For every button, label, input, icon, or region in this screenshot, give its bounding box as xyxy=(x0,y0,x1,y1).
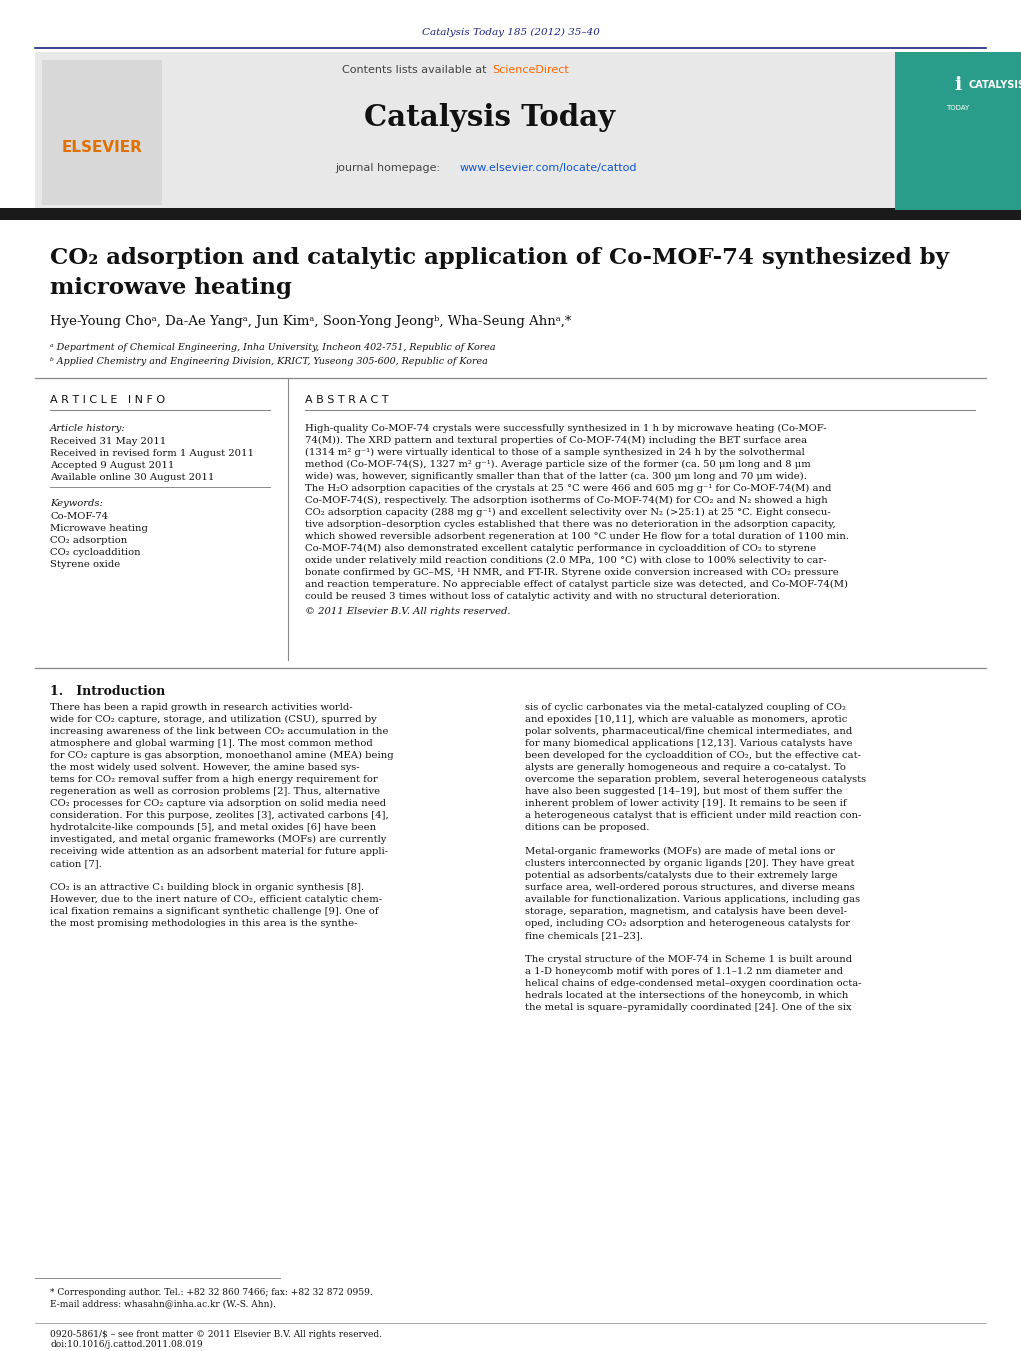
Text: Available online 30 August 2011: Available online 30 August 2011 xyxy=(50,473,214,482)
Text: investigated, and metal organic frameworks (MOFs) are currently: investigated, and metal organic framewor… xyxy=(50,835,386,844)
Text: could be reused 3 times without loss of catalytic activity and with no structura: could be reused 3 times without loss of … xyxy=(305,592,780,601)
Text: ELSEVIER: ELSEVIER xyxy=(61,141,143,155)
Text: wide) was, however, significantly smaller than that of the latter (ca. 300 μm lo: wide) was, however, significantly smalle… xyxy=(305,471,807,481)
Text: CO₂ cycloaddition: CO₂ cycloaddition xyxy=(50,549,141,557)
Text: However, due to the inert nature of CO₂, efficient catalytic chem-: However, due to the inert nature of CO₂,… xyxy=(50,894,382,904)
Text: 1.   Introduction: 1. Introduction xyxy=(50,685,165,698)
Text: storage, separation, magnetism, and catalysis have been devel-: storage, separation, magnetism, and cata… xyxy=(525,907,847,916)
Text: The H₂O adsorption capacities of the crystals at 25 °C were 466 and 605 mg g⁻¹ f: The H₂O adsorption capacities of the cry… xyxy=(305,484,831,493)
Text: journal homepage:: journal homepage: xyxy=(335,163,444,173)
Text: A R T I C L E   I N F O: A R T I C L E I N F O xyxy=(50,394,165,405)
Text: method (Co-MOF-74(S), 1327 m² g⁻¹). Average particle size of the former (ca. 50 : method (Co-MOF-74(S), 1327 m² g⁻¹). Aver… xyxy=(305,459,811,469)
Text: hedrals located at the intersections of the honeycomb, in which: hedrals located at the intersections of … xyxy=(525,992,848,1000)
Text: CATALYSIS: CATALYSIS xyxy=(968,80,1021,91)
FancyBboxPatch shape xyxy=(0,208,1021,220)
Text: The crystal structure of the MOF-74 in Scheme 1 is built around: The crystal structure of the MOF-74 in S… xyxy=(525,955,853,965)
Text: Catalysis Today: Catalysis Today xyxy=(364,104,616,132)
Text: polar solvents, pharmaceutical/fine chemical intermediates, and: polar solvents, pharmaceutical/fine chem… xyxy=(525,727,853,736)
Text: hydrotalcite-like compounds [5], and metal oxides [6] have been: hydrotalcite-like compounds [5], and met… xyxy=(50,823,376,832)
Text: TODAY: TODAY xyxy=(946,105,970,111)
Text: E-mail address: whasahn@inha.ac.kr (W.-S. Ahn).: E-mail address: whasahn@inha.ac.kr (W.-S… xyxy=(50,1300,276,1308)
Text: Co-MOF-74(S), respectively. The adsorption isotherms of Co-MOF-74(M) for CO₂ and: Co-MOF-74(S), respectively. The adsorpti… xyxy=(305,496,828,505)
Text: Received in revised form 1 August 2011: Received in revised form 1 August 2011 xyxy=(50,449,254,458)
Text: ᵇ Applied Chemistry and Engineering Division, KRICT, Yuseong 305-600, Republic o: ᵇ Applied Chemistry and Engineering Divi… xyxy=(50,357,488,366)
Text: CO₂ adsorption: CO₂ adsorption xyxy=(50,536,128,544)
Text: a heterogeneous catalyst that is efficient under mild reaction con-: a heterogeneous catalyst that is efficie… xyxy=(525,811,862,820)
Text: ditions can be proposed.: ditions can be proposed. xyxy=(525,823,649,832)
Text: have also been suggested [14–19], but most of them suffer the: have also been suggested [14–19], but mo… xyxy=(525,788,842,796)
Text: increasing awareness of the link between CO₂ accumulation in the: increasing awareness of the link between… xyxy=(50,727,389,736)
Text: potential as adsorbents/catalysts due to their extremely large: potential as adsorbents/catalysts due to… xyxy=(525,871,837,880)
Text: surface area, well-ordered porous structures, and diverse means: surface area, well-ordered porous struct… xyxy=(525,884,855,892)
Text: tems for CO₂ removal suffer from a high energy requirement for: tems for CO₂ removal suffer from a high … xyxy=(50,775,378,784)
Text: Co-MOF-74(M) also demonstrated excellent catalytic performance in cycloaddition : Co-MOF-74(M) also demonstrated excellent… xyxy=(305,544,816,553)
Text: the most widely used solvent. However, the amine based sys-: the most widely used solvent. However, t… xyxy=(50,763,359,771)
FancyBboxPatch shape xyxy=(35,51,895,209)
Text: atmosphere and global warming [1]. The most common method: atmosphere and global warming [1]. The m… xyxy=(50,739,373,748)
Text: doi:10.1016/j.cattod.2011.08.019: doi:10.1016/j.cattod.2011.08.019 xyxy=(50,1340,202,1350)
Text: Article history:: Article history: xyxy=(50,424,126,434)
Text: Metal-organic frameworks (MOFs) are made of metal ions or: Metal-organic frameworks (MOFs) are made… xyxy=(525,847,835,857)
Text: consideration. For this purpose, zeolites [3], activated carbons [4],: consideration. For this purpose, zeolite… xyxy=(50,811,389,820)
Text: Received 31 May 2011: Received 31 May 2011 xyxy=(50,436,166,446)
Text: the most promising methodologies in this area is the synthe-: the most promising methodologies in this… xyxy=(50,919,357,928)
FancyBboxPatch shape xyxy=(42,59,162,205)
Text: Contents lists available at: Contents lists available at xyxy=(342,65,490,76)
Text: cation [7].: cation [7]. xyxy=(50,859,102,867)
Text: High-quality Co-MOF-74 crystals were successfully synthesized in 1 h by microwav: High-quality Co-MOF-74 crystals were suc… xyxy=(305,424,827,434)
Text: Co-MOF-74: Co-MOF-74 xyxy=(50,512,108,521)
Text: Keywords:: Keywords: xyxy=(50,499,103,508)
Text: receiving wide attention as an adsorbent material for future appli-: receiving wide attention as an adsorbent… xyxy=(50,847,388,857)
Text: Hye-Young Choᵃ, Da-Ae Yangᵃ, Jun Kimᵃ, Soon-Yong Jeongᵇ, Wha-Seung Ahnᵃ,*: Hye-Young Choᵃ, Da-Ae Yangᵃ, Jun Kimᵃ, S… xyxy=(50,316,572,328)
Text: * Corresponding author. Tel.: +82 32 860 7466; fax: +82 32 872 0959.: * Corresponding author. Tel.: +82 32 860… xyxy=(50,1288,373,1297)
Text: which showed reversible adsorbent regeneration at 100 °C under He flow for a tot: which showed reversible adsorbent regene… xyxy=(305,532,849,540)
Text: CO₂ adsorption capacity (288 mg g⁻¹) and excellent selectivity over N₂ (>25:1) a: CO₂ adsorption capacity (288 mg g⁻¹) and… xyxy=(305,508,831,517)
Text: and reaction temperature. No appreciable effect of catalyst particle size was de: and reaction temperature. No appreciable… xyxy=(305,580,848,589)
Text: been developed for the cycloaddition of CO₂, but the effective cat-: been developed for the cycloaddition of … xyxy=(525,751,861,761)
Text: i: i xyxy=(955,76,962,95)
Text: for CO₂ capture is gas absorption, monoethanol amine (MEA) being: for CO₂ capture is gas absorption, monoe… xyxy=(50,751,394,761)
Text: Accepted 9 August 2011: Accepted 9 August 2011 xyxy=(50,461,175,470)
Text: © 2011 Elsevier B.V. All rights reserved.: © 2011 Elsevier B.V. All rights reserved… xyxy=(305,607,510,616)
Text: a 1-D honeycomb motif with pores of 1.1–1.2 nm diameter and: a 1-D honeycomb motif with pores of 1.1–… xyxy=(525,967,843,975)
Text: for many biomedical applications [12,13]. Various catalysts have: for many biomedical applications [12,13]… xyxy=(525,739,853,748)
Text: the metal is square–pyramidally coordinated [24]. One of the six: the metal is square–pyramidally coordina… xyxy=(525,1002,852,1012)
Text: oped, including CO₂ adsorption and heterogeneous catalysts for: oped, including CO₂ adsorption and heter… xyxy=(525,919,850,928)
Text: microwave heating: microwave heating xyxy=(50,277,292,299)
Text: Styrene oxide: Styrene oxide xyxy=(50,561,120,569)
Text: ical fixation remains a significant synthetic challenge [9]. One of: ical fixation remains a significant synt… xyxy=(50,907,379,916)
Text: A B S T R A C T: A B S T R A C T xyxy=(305,394,389,405)
Text: CO₂ adsorption and catalytic application of Co-MOF-74 synthesized by: CO₂ adsorption and catalytic application… xyxy=(50,247,949,269)
Text: tive adsorption–desorption cycles established that there was no deterioration in: tive adsorption–desorption cycles establ… xyxy=(305,520,836,530)
Text: inherent problem of lower activity [19]. It remains to be seen if: inherent problem of lower activity [19].… xyxy=(525,798,846,808)
Text: CO₂ is an attractive C₁ building block in organic synthesis [8].: CO₂ is an attractive C₁ building block i… xyxy=(50,884,364,892)
Text: Microwave heating: Microwave heating xyxy=(50,524,148,534)
Text: sis of cyclic carbonates via the metal-catalyzed coupling of CO₂: sis of cyclic carbonates via the metal-c… xyxy=(525,703,846,712)
Text: overcome the separation problem, several heterogeneous catalysts: overcome the separation problem, several… xyxy=(525,775,866,784)
Text: CO₂ processes for CO₂ capture via adsorption on solid media need: CO₂ processes for CO₂ capture via adsorp… xyxy=(50,798,386,808)
Text: clusters interconnected by organic ligands [20]. They have great: clusters interconnected by organic ligan… xyxy=(525,859,855,867)
Text: 74(M)). The XRD pattern and textural properties of Co-MOF-74(M) including the BE: 74(M)). The XRD pattern and textural pro… xyxy=(305,436,808,444)
Text: available for functionalization. Various applications, including gas: available for functionalization. Various… xyxy=(525,894,860,904)
Text: regeneration as well as corrosion problems [2]. Thus, alternative: regeneration as well as corrosion proble… xyxy=(50,788,380,796)
Text: 0920-5861/$ – see front matter © 2011 Elsevier B.V. All rights reserved.: 0920-5861/$ – see front matter © 2011 El… xyxy=(50,1329,382,1339)
Text: alysts are generally homogeneous and require a co-catalyst. To: alysts are generally homogeneous and req… xyxy=(525,763,845,771)
Text: ᵃ Department of Chemical Engineering, Inha University, Incheon 402-751, Republic: ᵃ Department of Chemical Engineering, In… xyxy=(50,343,495,353)
Text: www.elsevier.com/locate/cattod: www.elsevier.com/locate/cattod xyxy=(460,163,637,173)
Text: Catalysis Today 185 (2012) 35–40: Catalysis Today 185 (2012) 35–40 xyxy=(422,27,600,36)
Text: oxide under relatively mild reaction conditions (2.0 MPa, 100 °C) with close to : oxide under relatively mild reaction con… xyxy=(305,557,827,565)
Text: helical chains of edge-condensed metal–oxygen coordination octa-: helical chains of edge-condensed metal–o… xyxy=(525,979,862,988)
Text: There has been a rapid growth in research activities world-: There has been a rapid growth in researc… xyxy=(50,703,352,712)
Text: ScienceDirect: ScienceDirect xyxy=(492,65,569,76)
FancyBboxPatch shape xyxy=(895,51,1021,209)
Text: (1314 m² g⁻¹) were virtually identical to those of a sample synthesized in 24 h : (1314 m² g⁻¹) were virtually identical t… xyxy=(305,449,805,457)
Text: and epoxides [10,11], which are valuable as monomers, aprotic: and epoxides [10,11], which are valuable… xyxy=(525,715,847,724)
Text: wide for CO₂ capture, storage, and utilization (CSU), spurred by: wide for CO₂ capture, storage, and utili… xyxy=(50,715,377,724)
Text: bonate confirmed by GC–MS, ¹H NMR, and FT-IR. Styrene oxide conversion increased: bonate confirmed by GC–MS, ¹H NMR, and F… xyxy=(305,567,838,577)
Text: fine chemicals [21–23].: fine chemicals [21–23]. xyxy=(525,931,643,940)
